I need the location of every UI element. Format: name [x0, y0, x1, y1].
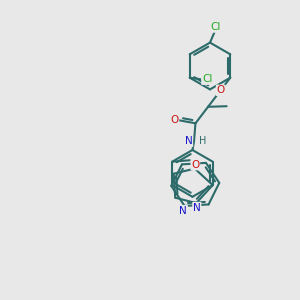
Text: N: N	[185, 136, 192, 146]
Text: H: H	[199, 136, 206, 146]
Text: N: N	[193, 202, 201, 213]
Text: Cl: Cl	[202, 74, 212, 84]
Text: O: O	[170, 115, 178, 125]
Text: O: O	[217, 85, 225, 95]
Text: N: N	[179, 206, 187, 216]
Text: O: O	[191, 160, 200, 170]
Text: Cl: Cl	[211, 22, 221, 32]
